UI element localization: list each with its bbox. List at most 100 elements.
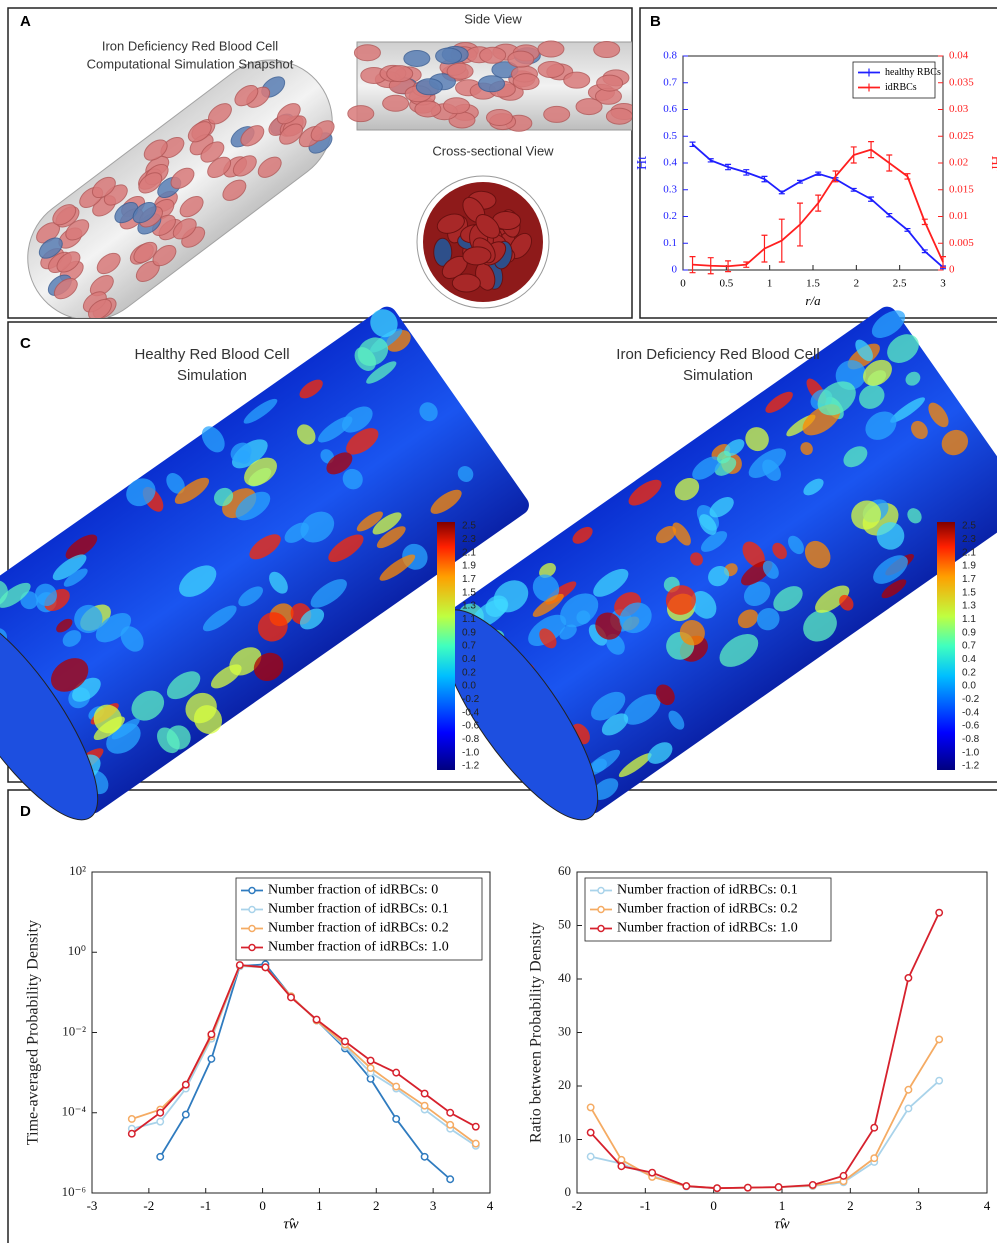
data-point	[810, 1182, 816, 1188]
y-axis-label: Time-averaged Probability Density	[25, 920, 42, 1145]
error-bar	[851, 188, 857, 191]
x-tick-label: -1	[200, 1198, 211, 1213]
colorbar-tick-label: 2.3	[462, 534, 476, 545]
legend-marker	[249, 926, 255, 932]
colorbar-tick-label: 1.9	[462, 561, 476, 572]
error-bar	[922, 250, 928, 253]
y2-tick-label: 0.035	[949, 76, 974, 88]
cell	[597, 75, 623, 91]
legend-marker	[598, 907, 604, 913]
y-tick-label: 10⁰	[68, 943, 86, 958]
colorbar-tick-label: -0.8	[962, 734, 980, 745]
y2-tick-label: 0.02	[949, 157, 968, 169]
y-tick-label: 0	[672, 264, 678, 276]
series-line	[591, 1039, 940, 1188]
y2-tick-label: 0.005	[949, 237, 974, 249]
colorbar-tick-label: 1.7	[462, 574, 476, 585]
legend-label: Number fraction of idRBCs: 0.1	[617, 883, 798, 898]
cell	[354, 45, 380, 61]
legend-marker	[598, 926, 604, 932]
data-point	[183, 1111, 189, 1117]
error-bar	[904, 229, 910, 232]
cell	[416, 79, 442, 95]
x-tick-label: 0	[680, 278, 686, 290]
cell	[348, 106, 374, 122]
x-axis-label: τ̂w	[283, 1216, 298, 1232]
colorbar-tick-label: 0.9	[462, 627, 476, 638]
data-point	[421, 1154, 427, 1160]
cell	[513, 74, 539, 90]
legend-marker	[598, 888, 604, 894]
legend-label: healthy RBCs	[885, 67, 941, 78]
legend-marker	[249, 907, 255, 913]
legend-marker	[249, 888, 255, 894]
panel-a-title: Computational Simulation Snapshot	[87, 56, 294, 71]
data-point	[393, 1069, 399, 1075]
data-point	[129, 1116, 135, 1122]
panel-label: B	[650, 13, 661, 30]
colorbar-tick-label: 0.9	[962, 627, 976, 638]
cell	[404, 50, 430, 66]
data-point	[745, 1184, 751, 1190]
colorbar-tick-label: -0.2	[962, 694, 980, 705]
data-point	[714, 1185, 720, 1191]
cell	[564, 72, 590, 88]
y-tick-label: 0.7	[663, 76, 677, 88]
colorbar-tick-label: -0.6	[962, 721, 980, 732]
y-tick-label: 10²	[69, 863, 86, 878]
colorbar-tick-label: -0.4	[962, 707, 980, 718]
cell	[544, 106, 570, 122]
colorbar-tick-label: -1.0	[962, 747, 980, 758]
y-tick-label: 60	[558, 863, 571, 878]
cell	[415, 101, 441, 117]
cell	[538, 62, 564, 78]
x-tick-label: 3	[430, 1198, 437, 1213]
data-point	[393, 1116, 399, 1122]
data-point	[421, 1102, 427, 1108]
data-point	[775, 1184, 781, 1190]
colorbar-tick-label: 0.7	[962, 641, 976, 652]
error-bar	[886, 155, 892, 171]
cell	[606, 108, 632, 124]
y2-tick-label: 0.015	[949, 183, 974, 195]
y-tick-label: 0.5	[663, 130, 677, 142]
data-point	[208, 1031, 214, 1037]
colorbar-tick-label: 2.1	[962, 547, 976, 558]
x-axis-label: r/a	[805, 293, 821, 308]
cell	[480, 47, 506, 63]
x-tick-label: 1	[316, 1198, 323, 1213]
data-point	[649, 1169, 655, 1175]
y2-tick-label: 0	[949, 264, 955, 276]
y-tick-label: 10⁻²	[62, 1023, 86, 1038]
panel-c-title: Simulation	[683, 367, 753, 384]
data-point	[367, 1076, 373, 1082]
x-tick-label: 2	[847, 1198, 854, 1213]
data-point	[342, 1038, 348, 1044]
data-point	[313, 1016, 319, 1022]
colorbar-tick-label: 1.3	[962, 601, 976, 612]
colorbar-tick-label: 2.5	[462, 521, 476, 532]
x-tick-label: 1.5	[806, 278, 820, 290]
data-point	[288, 994, 294, 1000]
colorbar-tick-label: 0.7	[462, 641, 476, 652]
error-bar	[797, 203, 803, 246]
y-tick-label: 30	[558, 1023, 571, 1038]
data-point	[183, 1082, 189, 1088]
colorbar-tick-label: 0.4	[462, 654, 476, 665]
data-point	[262, 964, 268, 970]
data-point	[618, 1157, 624, 1163]
colorbar-tick-label: 1.9	[962, 561, 976, 572]
data-point	[871, 1125, 877, 1131]
x-tick-label: 3	[940, 278, 946, 290]
error-bar	[922, 219, 928, 224]
colorbar-tick-label: 1.1	[962, 614, 976, 625]
colorbar-tick-label: -0.8	[462, 734, 480, 745]
data-point	[936, 1077, 942, 1083]
x-tick-label: -1	[640, 1198, 651, 1213]
colorbar-tick-label: 2.1	[462, 547, 476, 558]
x-tick-label: 0	[259, 1198, 266, 1213]
x-tick-label: 2.5	[893, 278, 907, 290]
colorbar-tick-label: 2.5	[962, 521, 976, 532]
y-axis-label: Ht	[635, 156, 650, 170]
data-point	[473, 1140, 479, 1146]
